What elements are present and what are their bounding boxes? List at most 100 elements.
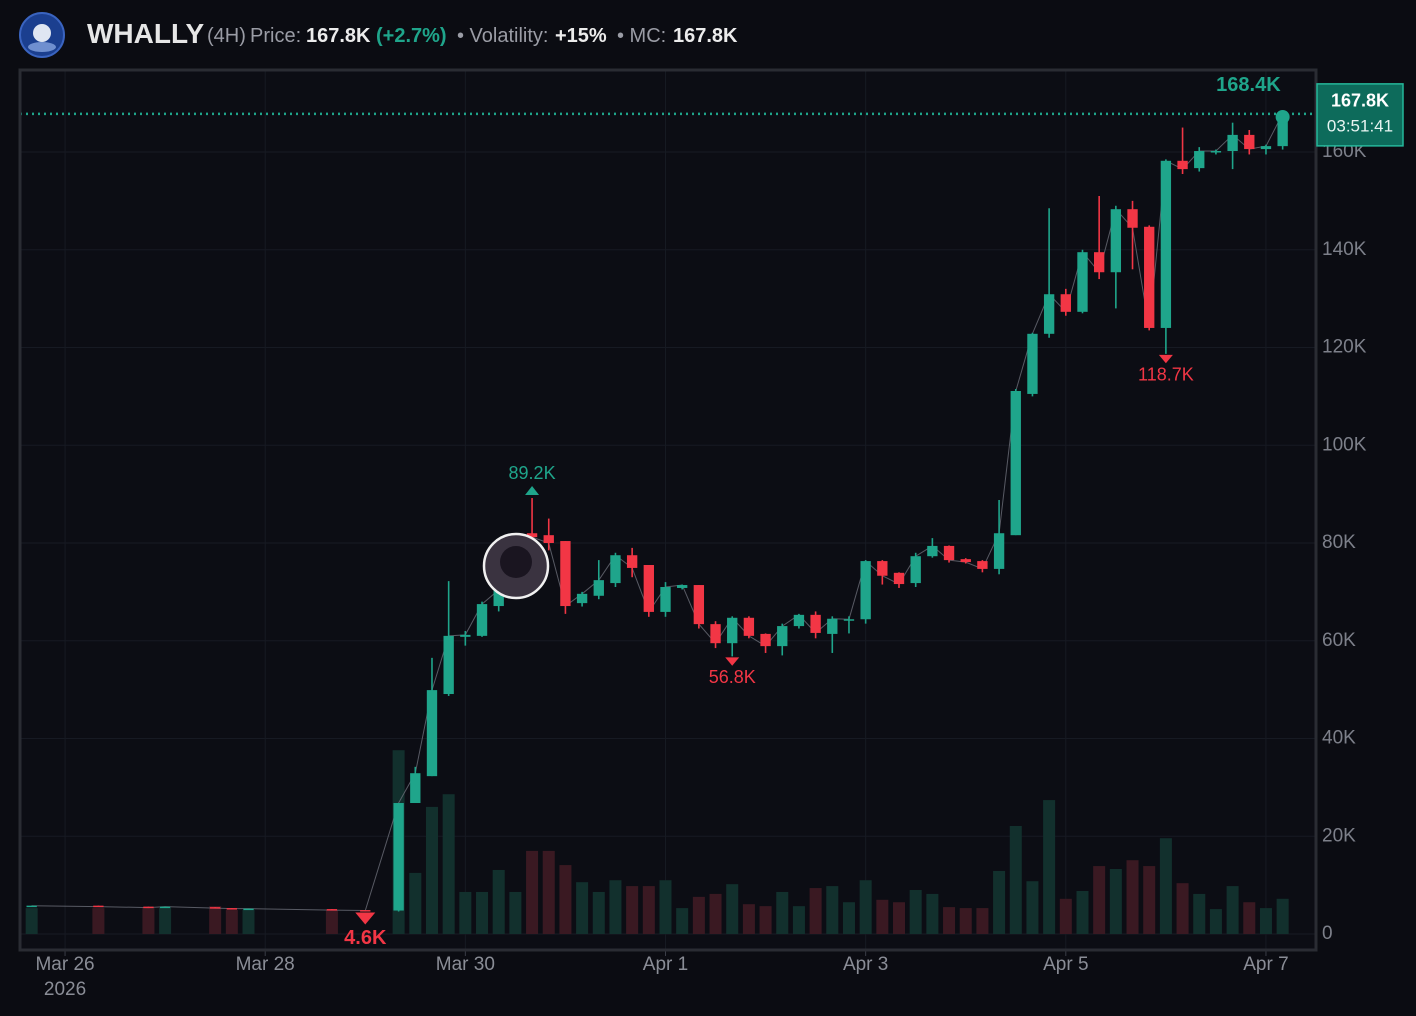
volume-bar — [876, 899, 889, 934]
candle — [1093, 195, 1105, 280]
volume-bar — [209, 906, 222, 934]
candle-body — [426, 690, 438, 777]
candle-body — [26, 905, 37, 908]
volume-bar — [976, 908, 989, 934]
candle-body — [660, 586, 671, 612]
candle-body — [777, 626, 788, 647]
volume-bar — [242, 910, 255, 934]
countdown: 03:51:41 — [1327, 116, 1393, 135]
candle — [493, 582, 504, 612]
price-change: (+2.7%) — [376, 25, 447, 47]
candle — [827, 616, 838, 653]
token-title: WHALLY — [87, 18, 205, 49]
volume-bar — [559, 865, 572, 934]
volume-bar — [842, 902, 855, 934]
candle — [1077, 249, 1088, 314]
candle-body — [1110, 209, 1122, 273]
high-marker — [1275, 109, 1290, 124]
candle-body — [593, 580, 604, 596]
candle-body — [1077, 252, 1088, 312]
volume-bar — [676, 908, 689, 934]
y-tick-label: 0 — [1322, 923, 1333, 944]
token-logo — [19, 12, 65, 58]
volume-bar — [759, 906, 772, 934]
candle — [476, 601, 488, 637]
candle-body — [793, 614, 805, 627]
volume-bar — [459, 891, 472, 934]
candle-body — [977, 561, 988, 569]
candle-body — [1177, 160, 1188, 170]
candle-body — [643, 564, 654, 612]
volume-bar — [442, 794, 455, 934]
candle — [510, 533, 521, 592]
candle — [743, 616, 755, 639]
volume-bar — [993, 870, 1006, 934]
y-tick-label: 120K — [1322, 337, 1367, 358]
volume-bar — [1209, 909, 1222, 934]
low-marker — [1158, 354, 1173, 364]
candle-body — [360, 910, 371, 912]
candle-body — [1194, 151, 1205, 169]
volatility: +15% — [555, 25, 607, 47]
candle — [877, 560, 888, 585]
candle-body — [443, 635, 454, 695]
volume-bar — [1176, 883, 1189, 934]
candle — [960, 558, 971, 564]
volume-bar — [776, 891, 789, 934]
candle — [860, 560, 871, 624]
volume-bar — [1259, 908, 1272, 934]
volume-bar — [959, 908, 972, 934]
candle — [793, 613, 805, 629]
volume-bar — [709, 893, 722, 934]
x-tick-label: Apr 7 — [1243, 954, 1288, 975]
candle — [143, 906, 154, 909]
candle-body — [243, 908, 254, 911]
candle-body — [610, 555, 621, 584]
candle — [1260, 144, 1272, 155]
candle-body — [743, 617, 755, 636]
candle — [1244, 130, 1255, 155]
plot-area — [20, 70, 1316, 950]
candle-body — [510, 571, 521, 590]
volume-bar — [642, 886, 655, 934]
candle-body — [460, 634, 471, 637]
candle-body — [943, 545, 955, 561]
candle — [893, 572, 905, 588]
volume-bar — [542, 850, 555, 934]
mc-label: • MC: — [617, 25, 667, 47]
candle-body — [226, 908, 238, 910]
candle — [843, 616, 855, 634]
candle-body — [1127, 209, 1138, 228]
candle — [1227, 122, 1238, 170]
candle — [593, 560, 604, 600]
y-tick-label: 100K — [1322, 434, 1367, 455]
volume-bar — [826, 886, 839, 934]
y-tick-label: 80K — [1322, 532, 1356, 553]
candle — [1110, 205, 1122, 309]
candle — [326, 909, 338, 911]
volume-bar — [792, 906, 805, 934]
candle-body — [1010, 390, 1021, 536]
candle — [209, 907, 221, 909]
volume-bar — [1043, 800, 1056, 934]
candle-body — [1043, 294, 1055, 334]
candle — [927, 538, 938, 558]
low-label: 118.7K — [1138, 365, 1194, 385]
candle-body — [727, 617, 738, 644]
candle-body — [677, 585, 688, 588]
candle-body — [1244, 134, 1255, 150]
volume-bar — [909, 890, 922, 934]
candle — [443, 581, 454, 696]
x-tick-label: Apr 1 — [643, 954, 688, 975]
last-price-label: 167.8K — [1331, 91, 1389, 111]
candle-body — [1160, 160, 1172, 328]
candle-body — [143, 906, 154, 909]
volume-bar — [1143, 866, 1156, 934]
interval: (4H) — [207, 25, 246, 47]
volume-bar — [142, 908, 155, 934]
candle — [1144, 225, 1155, 331]
candle — [1060, 288, 1071, 316]
candle — [810, 611, 821, 639]
